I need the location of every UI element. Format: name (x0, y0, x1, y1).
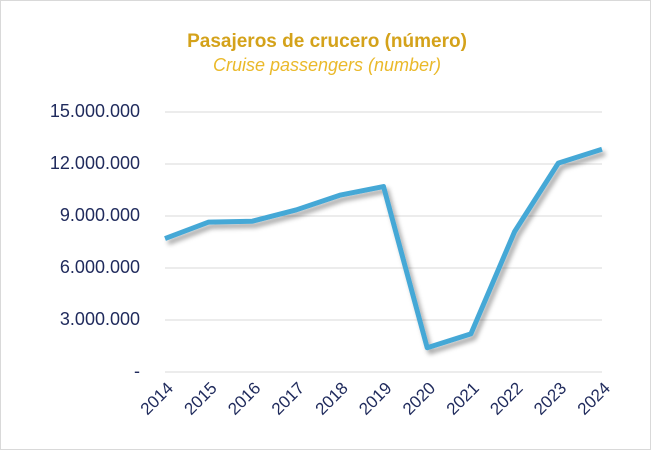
chart-subtitle: Cruise passengers (number) (213, 55, 441, 75)
y-tick-label: 6.000.000 (60, 257, 140, 277)
line (164, 146, 603, 351)
y-tick-label: 12.000.000 (50, 153, 140, 173)
y-tick-label: 15.000.000 (50, 101, 140, 121)
y-tick-label: 9.000.000 (60, 205, 140, 225)
chart-title: Pasajeros de crucero (número) (187, 31, 467, 52)
y-tick-label: 3.000.000 (60, 309, 140, 329)
y-tick-label: - (134, 361, 140, 381)
